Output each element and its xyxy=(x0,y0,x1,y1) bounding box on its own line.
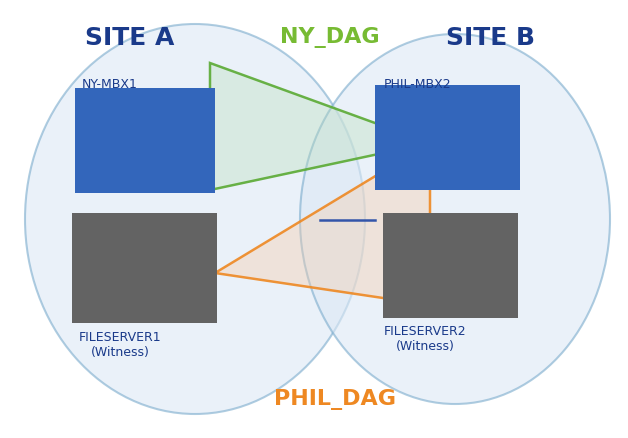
Text: FILESERVER2
(Witness): FILESERVER2 (Witness) xyxy=(384,325,467,353)
Text: SITE B: SITE B xyxy=(445,26,534,50)
Ellipse shape xyxy=(300,34,610,404)
Text: PHIL_DAG: PHIL_DAG xyxy=(274,389,396,410)
Ellipse shape xyxy=(25,24,365,414)
Bar xyxy=(72,213,217,323)
Bar xyxy=(75,88,215,193)
Polygon shape xyxy=(210,63,430,190)
Text: PHIL-MBX2: PHIL-MBX2 xyxy=(384,78,452,91)
Text: NY_DAG: NY_DAG xyxy=(280,28,380,49)
Polygon shape xyxy=(215,143,430,305)
Bar xyxy=(383,213,518,318)
Text: NY-MBX1: NY-MBX1 xyxy=(82,78,138,91)
Text: FILESERVER1
(Witness): FILESERVER1 (Witness) xyxy=(78,331,161,359)
Text: SITE A: SITE A xyxy=(85,26,175,50)
Bar xyxy=(375,85,520,190)
